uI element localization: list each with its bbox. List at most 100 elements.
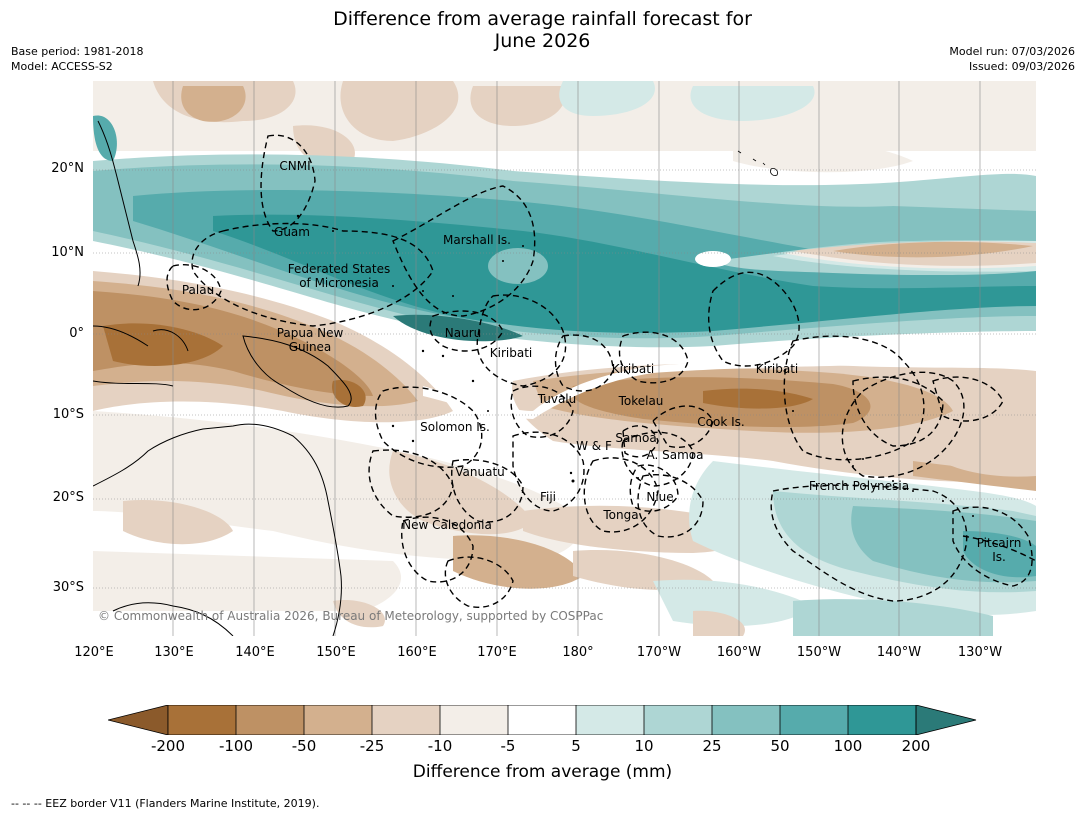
- central-dry-belt: [512, 363, 1036, 483]
- label-png-line-1: Papua New: [276, 326, 344, 340]
- lon-label-180: 180°: [562, 645, 594, 660]
- lon-label-140e: 140°E: [235, 645, 275, 660]
- label-asamoa: A. Samoa: [646, 448, 704, 462]
- colorbar-segment-10: [780, 705, 848, 735]
- lon-label-170e: 170°E: [477, 645, 517, 660]
- label-kiribati-central: Kiribati: [611, 362, 655, 376]
- coastlines: [93, 120, 352, 636]
- colorbar-segment-9: [712, 705, 780, 735]
- title-line-2: June 2026: [494, 30, 591, 52]
- label-png: Papua New Guinea: [277, 326, 344, 354]
- lat-label-0: 0°: [69, 326, 84, 341]
- label-fiji: Fiji: [539, 490, 557, 504]
- lat-label-10n: 10°N: [51, 245, 84, 260]
- base-period: Base period: 1981-2018: [11, 45, 144, 58]
- colorbar-tick-10: 50: [770, 737, 790, 755]
- colorbar: [108, 705, 977, 735]
- eez-footnote: -- -- -- EEZ border V11 (Flanders Marine…: [11, 797, 320, 810]
- colorbar-tick-7: 5: [571, 737, 581, 755]
- colorbar-label: Difference from average (mm): [412, 762, 673, 782]
- label-tonga: Tonga: [603, 508, 639, 522]
- map-title: Difference from average rainfall forecas…: [0, 8, 1085, 52]
- issued-date: Issued: 09/03/2026: [968, 60, 1075, 73]
- lon-label-130w: 130°W: [957, 645, 1003, 660]
- label-cnmi: CNMI: [279, 159, 311, 173]
- meta-left: Base period: 1981-2018 Model: ACCESS-S2: [11, 44, 143, 74]
- map-canvas: [93, 81, 1036, 636]
- png-coast: [242, 335, 352, 408]
- label-pitcairn-line-2: Is.: [992, 550, 1006, 564]
- label-kiribati-east: Kiribati: [755, 362, 799, 376]
- lat-label-30s: 30°S: [52, 580, 84, 595]
- model-name: Model: ACCESS-S2: [11, 60, 113, 73]
- label-fsm-line-2: of Micronesia: [299, 276, 379, 290]
- west-dry-region: [93, 271, 453, 423]
- eez-borders: [166, 134, 1036, 608]
- lon-label-130e: 130°E: [154, 645, 194, 660]
- north-anomaly-patches: [93, 81, 1036, 173]
- colorbar-tick-9: 25: [702, 737, 722, 755]
- colorbar-segment-8: [644, 705, 712, 735]
- label-pitcairn: Pitcairn Is.: [977, 536, 1022, 564]
- philippines-coast: [97, 120, 141, 287]
- new-zealand-coast: [112, 602, 234, 636]
- lon-label-160w: 160°W: [716, 645, 762, 660]
- lon-label-160e: 160°E: [397, 645, 437, 660]
- colorbar-tick-3: -50: [291, 737, 317, 755]
- label-samoa: Samoa: [615, 431, 657, 445]
- colorbar-tick-5: -10: [427, 737, 453, 755]
- colorbar-tick-6: -5: [500, 737, 516, 755]
- lat-label-20n: 20°N: [51, 161, 84, 176]
- label-french-polynesia: French Polynesia: [808, 479, 910, 493]
- island-specks: [296, 214, 974, 517]
- colorbar-tick-4: -25: [359, 737, 385, 755]
- colorbar-segment-4: [372, 705, 440, 735]
- south-east-wet-region: [653, 430, 1036, 636]
- label-fsm-line-1: Federated States: [287, 262, 391, 276]
- label-solomon: Solomon Is.: [420, 420, 490, 434]
- label-niue: Niue: [646, 490, 674, 504]
- colorbar-segment-1: [168, 705, 236, 735]
- label-nauru: Nauru: [444, 326, 482, 340]
- label-fsm: Federated States of Micronesia: [288, 262, 390, 290]
- lat-label-10s: 10°S: [52, 407, 84, 422]
- label-vanuatu: Vanuatu: [455, 465, 505, 479]
- australia-coast: [93, 423, 342, 636]
- colorbar-segment-5: [440, 705, 508, 735]
- equatorial-gap: [423, 357, 1036, 419]
- rainfall-map: CNMI Guam Marshall Is. Federated States …: [93, 81, 1036, 636]
- gridlines: [93, 81, 1036, 636]
- north-wet-band: [93, 115, 1036, 348]
- colorbar-extend-low: [108, 705, 169, 735]
- indonesia-coast: [93, 325, 189, 387]
- colorbar-tick-11: 100: [833, 737, 863, 755]
- label-cook: Cook Is.: [697, 415, 745, 429]
- meta-right: Model run: 07/03/2026 Issued: 09/03/2026: [949, 44, 1075, 74]
- colorbar-tick-1: -200: [150, 737, 186, 755]
- label-palau: Palau: [181, 283, 215, 297]
- colorbar-segment-2: [236, 705, 304, 735]
- south-west-dry-patches: [93, 411, 748, 628]
- colorbar-tick-8: 10: [634, 737, 654, 755]
- label-wf: W & F: [576, 439, 612, 453]
- label-marshall: Marshall Is.: [443, 233, 511, 247]
- colorbar-tick-12: 200: [901, 737, 931, 755]
- colorbar-tick-2: -100: [218, 737, 254, 755]
- hawaii-islands: [737, 150, 778, 176]
- lon-label-150w: 150°W: [796, 645, 842, 660]
- label-pitcairn-line-1: Pitcairn: [976, 536, 1022, 550]
- title-line-1: Difference from average rainfall forecas…: [333, 8, 752, 30]
- lon-label-170w: 170°W: [636, 645, 682, 660]
- copyright-notice: © Commonwealth of Australia 2026, Bureau…: [98, 609, 604, 623]
- north-east-dry-streak: [695, 240, 1036, 276]
- lon-label-140w: 140°W: [876, 645, 922, 660]
- label-png-line-2: Guinea: [288, 340, 332, 354]
- lon-label-150e: 150°E: [316, 645, 356, 660]
- colorbar-segment-3: [304, 705, 372, 735]
- lon-label-120e: 120°E: [74, 645, 114, 660]
- label-new-caledonia: New Caledonia: [402, 518, 492, 532]
- label-tokelau: Tokelau: [618, 394, 664, 408]
- model-run: Model run: 07/03/2026: [949, 45, 1075, 58]
- label-tuvalu: Tuvalu: [537, 392, 577, 406]
- lat-label-20s: 20°S: [52, 490, 84, 505]
